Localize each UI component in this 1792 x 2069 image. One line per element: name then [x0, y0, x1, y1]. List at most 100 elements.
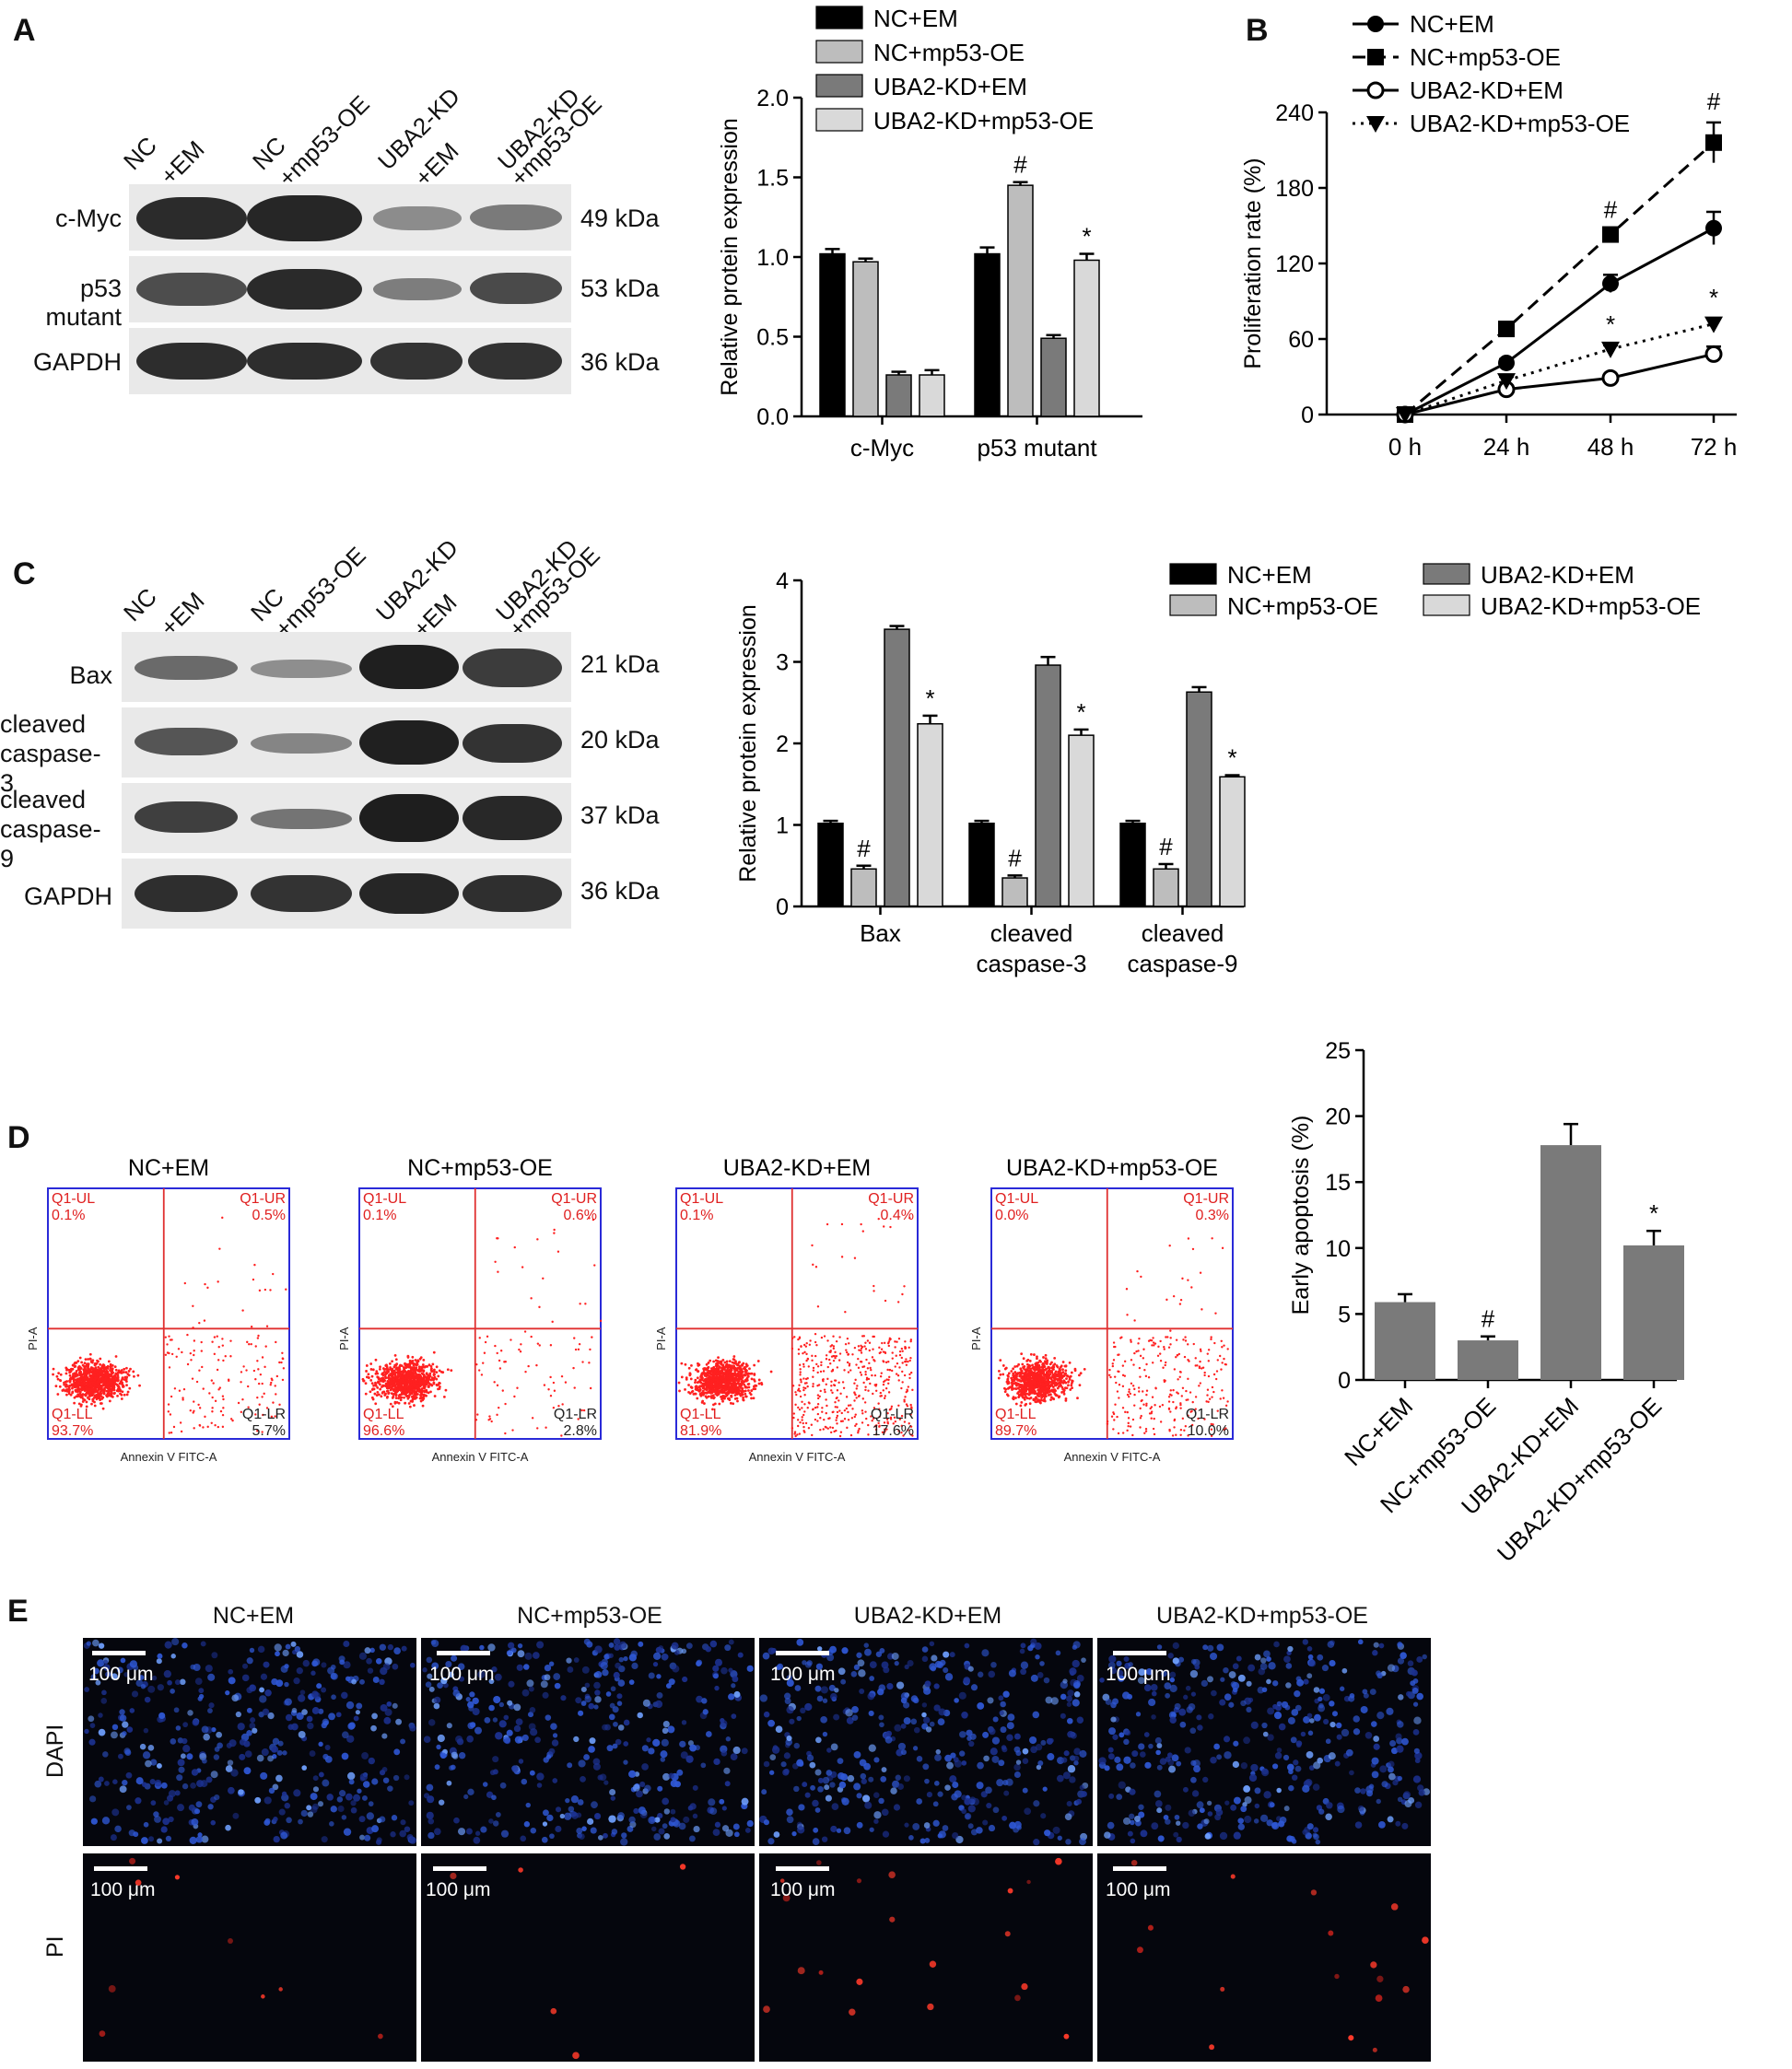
flow-event: [211, 1410, 214, 1413]
flow-event: [825, 1358, 828, 1361]
flow-event: [804, 1345, 808, 1348]
flow-event: [582, 1409, 586, 1412]
flow-event: [1145, 1402, 1148, 1406]
flow-event: [861, 1409, 864, 1412]
flow-event: [707, 1376, 709, 1380]
flow-event: [1184, 1339, 1188, 1342]
flow-event: [727, 1370, 731, 1373]
flow-event: [384, 1376, 388, 1380]
flow-event: [1221, 1389, 1224, 1392]
flow-event: [400, 1386, 404, 1389]
bar: [884, 628, 910, 907]
flow-event: [720, 1372, 724, 1375]
flow-event: [1062, 1379, 1066, 1383]
flow-event: [217, 1388, 220, 1391]
flow-event: [1137, 1342, 1140, 1345]
flow-event: [1025, 1362, 1029, 1366]
flow-event: [901, 1370, 904, 1373]
flow-event: [164, 1336, 167, 1338]
flow-event: [69, 1377, 73, 1381]
quadrant-label: Q1-LL: [52, 1407, 93, 1422]
flow-event: [484, 1340, 487, 1344]
flow-event: [76, 1373, 78, 1376]
flow-event: [999, 1359, 1002, 1362]
flow-event: [887, 1340, 891, 1343]
quadrant-label: Q1-UL: [680, 1191, 723, 1207]
flow-event: [712, 1385, 715, 1388]
flow-event: [94, 1363, 97, 1366]
flow-event: [1137, 1386, 1141, 1389]
flow-event: [398, 1367, 402, 1371]
flow-event: [1112, 1412, 1116, 1416]
flow-event: [400, 1364, 404, 1368]
marker-square: [1705, 134, 1722, 151]
flow-event: [204, 1282, 206, 1286]
flow-event: [113, 1365, 117, 1369]
flow-event: [114, 1355, 118, 1358]
flow-event: [84, 1371, 88, 1373]
flow-event: [549, 1375, 552, 1379]
significance-mark: #: [1008, 844, 1022, 871]
quadrant-value: 0.5%: [252, 1208, 286, 1223]
flow-event: [1190, 1286, 1193, 1289]
flow-event: [744, 1364, 748, 1368]
flow-event: [1117, 1353, 1119, 1357]
flow-event: [744, 1395, 747, 1398]
flow-event: [175, 1355, 178, 1359]
flow-event: [280, 1361, 283, 1364]
flow-event: [723, 1377, 727, 1381]
flow-event: [806, 1407, 809, 1409]
flow-event: [739, 1394, 743, 1397]
flow-event: [901, 1381, 904, 1384]
flow-event: [496, 1384, 499, 1387]
flow-event: [1083, 1367, 1086, 1371]
flow-event: [867, 1433, 870, 1436]
flow-event: [110, 1374, 113, 1378]
flow-event: [1142, 1357, 1145, 1360]
flow-event: [793, 1431, 797, 1433]
flow-event: [797, 1389, 800, 1392]
flow-event: [1045, 1362, 1048, 1365]
flow-event: [374, 1372, 378, 1375]
flow-event: [696, 1376, 699, 1380]
flow-event: [474, 1419, 478, 1421]
flow-event: [72, 1383, 76, 1386]
flow-event: [1025, 1359, 1029, 1362]
flow-event: [79, 1373, 83, 1377]
flow-event: [816, 1402, 820, 1406]
flow-event: [741, 1381, 744, 1385]
flow-event: [1012, 1372, 1015, 1375]
flow-event: [217, 1425, 220, 1429]
flow-event: [700, 1373, 704, 1376]
flow-event: [880, 1395, 883, 1397]
flow-event: [589, 1386, 592, 1390]
flow-event: [192, 1327, 194, 1329]
flow-event: [1133, 1387, 1136, 1391]
flow-event: [85, 1405, 88, 1409]
flow-event: [1029, 1377, 1032, 1380]
flow-event: [52, 1373, 54, 1376]
flow-event: [1199, 1382, 1202, 1385]
flow-event: [799, 1395, 802, 1398]
flow-event: [1011, 1385, 1014, 1387]
flow-event: [81, 1397, 85, 1400]
flow-event: [753, 1363, 756, 1367]
flow-event: [806, 1377, 809, 1380]
flow-event: [1200, 1350, 1202, 1352]
flow-event: [1158, 1405, 1162, 1409]
flow-event: [1226, 1348, 1229, 1350]
marker-open-circle: [1704, 345, 1723, 363]
flow-event: [730, 1364, 733, 1368]
flow-event: [839, 1392, 842, 1396]
flow-event: [379, 1387, 382, 1391]
flow-event: [1131, 1418, 1135, 1421]
flow-event: [901, 1362, 904, 1364]
flow-event: [701, 1399, 705, 1403]
flow-event: [217, 1346, 220, 1349]
flow-event: [687, 1366, 691, 1370]
flow-event: [138, 1384, 141, 1387]
flow-event: [873, 1373, 877, 1377]
flow-event: [796, 1419, 800, 1421]
quadrant-value: 93.7%: [52, 1423, 93, 1439]
